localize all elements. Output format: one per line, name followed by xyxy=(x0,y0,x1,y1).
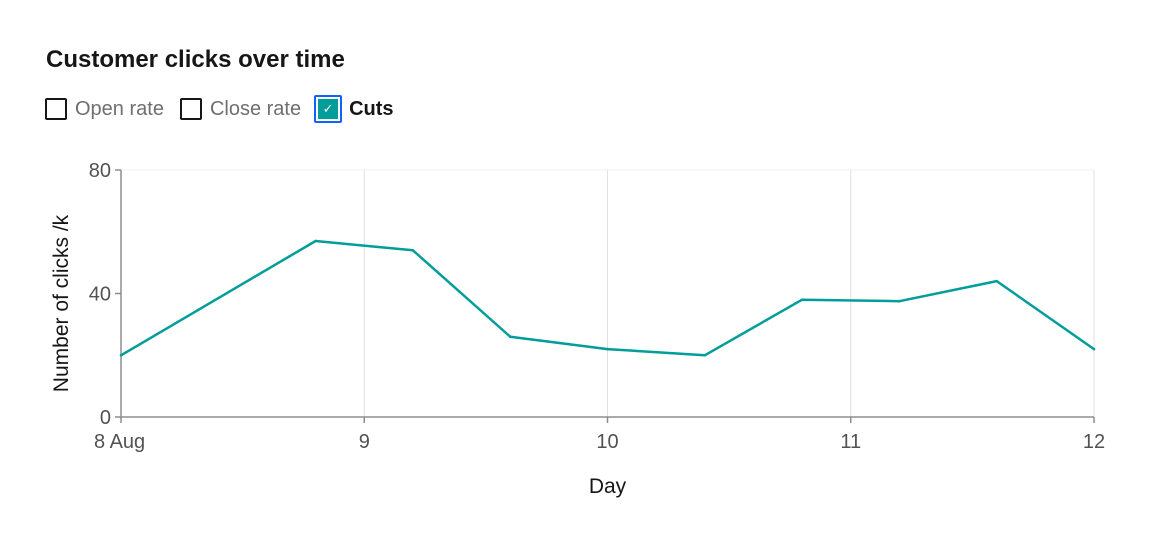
y-axis-title: Number of clicks /k xyxy=(50,214,73,392)
checkbox-checked[interactable]: ✓ xyxy=(314,95,343,123)
legend-label: Cuts xyxy=(349,97,394,120)
data-point xyxy=(898,299,901,303)
y-tick-label: 80 xyxy=(89,160,111,182)
series-line-cuts xyxy=(120,239,1095,357)
axis-labels: 0 40 80 8 Aug 9 10 11 12 xyxy=(89,160,1105,453)
legend-item-cuts[interactable]: ✓ Cuts xyxy=(314,95,394,123)
legend-label: Close rate xyxy=(209,97,302,120)
data-point xyxy=(1092,347,1096,351)
legend-label: Open rate xyxy=(75,97,164,120)
checkbox[interactable] xyxy=(45,98,67,120)
data-point xyxy=(411,248,415,252)
x-axis-title: Day xyxy=(589,475,627,498)
checkbox[interactable] xyxy=(179,98,202,120)
legend: Open rate Close rate ✓ Cuts xyxy=(45,95,410,123)
x-tick-label: 11 xyxy=(840,431,861,453)
data-point xyxy=(995,279,998,283)
chart-title: Customer clicks over time xyxy=(46,46,345,73)
x-tick-label: 12 xyxy=(1083,431,1105,453)
data-point xyxy=(703,353,707,357)
checkmark-icon: ✓ xyxy=(318,99,339,119)
x-tick-label: 8 Aug xyxy=(94,431,145,453)
x-tick-label: 9 xyxy=(359,431,370,453)
y-tick-label: 0 xyxy=(100,407,111,429)
data-point xyxy=(508,335,512,339)
x-tick-label: 10 xyxy=(596,431,618,453)
data-point xyxy=(314,239,317,243)
axes xyxy=(115,169,1095,423)
legend-item-open-rate[interactable]: Open rate xyxy=(45,98,164,121)
data-point xyxy=(119,353,123,357)
y-tick-label: 40 xyxy=(89,284,111,306)
data-point xyxy=(800,298,804,301)
grid xyxy=(120,169,1095,417)
data-point xyxy=(606,347,609,351)
legend-item-close-rate[interactable]: Close rate xyxy=(179,97,302,121)
series xyxy=(119,239,1096,357)
